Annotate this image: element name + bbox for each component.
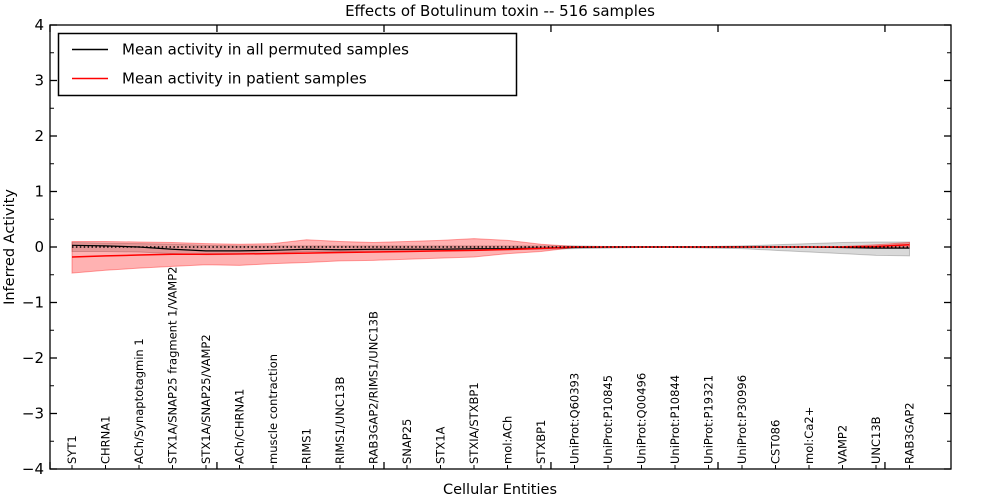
x-category-label: UniProt:P19321 xyxy=(702,375,716,464)
legend-label-patient: Mean activity in patient samples xyxy=(122,70,367,88)
axis-ticks xyxy=(49,24,951,470)
x-category-label: UniProt:P30996 xyxy=(735,375,749,464)
y-tick-label: 3 xyxy=(34,72,44,90)
y-tick-label: 2 xyxy=(34,127,44,145)
x-category-label: UNC13B xyxy=(869,416,883,464)
y-tick-label: −2 xyxy=(22,349,44,367)
x-category-label: CST086 xyxy=(769,420,783,464)
y-axis-label: Inferred Activity xyxy=(2,189,18,305)
x-category-label: STXBP1 xyxy=(534,420,548,464)
x-category-label: UniProt:Q60393 xyxy=(568,373,582,464)
x-category-label: STXIA/STXBP1 xyxy=(467,382,481,464)
legend-box xyxy=(57,32,518,97)
x-category-label: SNAP25 xyxy=(400,419,414,464)
y-tick-label: 0 xyxy=(34,238,44,256)
x-category-label: muscle contraction xyxy=(266,354,280,464)
x-category-label: RAB3GAP2/RIMS1/UNC13B xyxy=(367,311,381,464)
x-category-label: STX1A/SNAP25 fragment 1/VAMP2 xyxy=(166,267,180,464)
patient-mean-line xyxy=(71,244,910,258)
x-category-label: STX1A xyxy=(434,426,448,464)
x-category-labels: SYT1 CHRNA1 ACh/Synaptotagmin 1 STX1A/SNAP2… xyxy=(65,267,917,464)
y-tick-label: −3 xyxy=(22,405,44,423)
y-tick-label: 4 xyxy=(34,16,44,34)
y-tick-labels: 4 3 2 1 0 −1 −2 −3 −4 xyxy=(22,16,44,478)
x-category-label: ACh/CHRNA1 xyxy=(233,389,247,464)
x-category-label: mol:Ca2+ xyxy=(802,407,816,464)
legend: Mean activity in all permuted samples Me… xyxy=(57,32,518,97)
x-category-label: STX1A/SNAP25/VAMP2 xyxy=(199,334,213,464)
x-category-label: RIMS1 xyxy=(300,428,314,464)
x-axis-label: Cellular Entities xyxy=(443,482,557,498)
x-category-label: UniProt:Q00496 xyxy=(635,373,649,464)
x-category-label: mol:ACh xyxy=(501,416,515,464)
x-category-label: ACh/Synaptotagmin 1 xyxy=(132,338,146,464)
y-tick-label: −4 xyxy=(22,460,44,478)
y-tick-label: 1 xyxy=(34,183,44,201)
y-tick-label: −1 xyxy=(22,294,44,312)
patient-band xyxy=(71,238,910,274)
legend-label-permuted: Mean activity in all permuted samples xyxy=(122,41,409,59)
x-category-label: SYT1 xyxy=(65,435,79,464)
x-category-label: RIMS1/UNC13B xyxy=(333,377,347,464)
x-category-label: UniProt:P10844 xyxy=(668,375,682,464)
chart-title: Effects of Botulinum toxin -- 516 sample… xyxy=(345,2,655,20)
data-lines xyxy=(71,244,910,258)
confidence-bands xyxy=(71,238,910,274)
x-category-label: UniProt:P10845 xyxy=(601,375,615,464)
x-category-label: CHRNA1 xyxy=(99,416,113,464)
x-category-label: VAMP2 xyxy=(836,425,850,464)
x-category-label: RAB3GAP2 xyxy=(903,402,917,464)
